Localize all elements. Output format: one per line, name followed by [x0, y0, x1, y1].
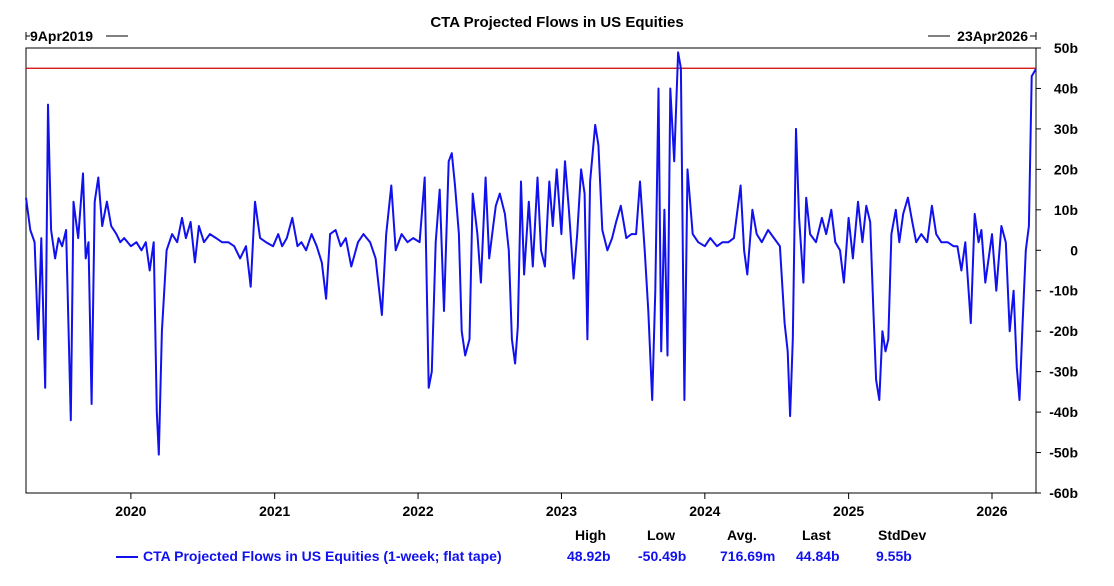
y-tick-label: -60b [1049, 485, 1078, 501]
stat-header-avg: Avg. [727, 527, 757, 543]
x-tick-label: 2023 [546, 503, 577, 519]
chart-title: CTA Projected Flows in US Equities [430, 14, 684, 31]
stat-header-stddev: StdDev [878, 527, 927, 543]
y-tick-label: -20b [1049, 323, 1078, 339]
stat-value-stddev: 9.55b [876, 548, 912, 564]
stat-value-last: 44.84b [796, 548, 840, 564]
y-tick-label: 40b [1054, 80, 1078, 96]
stat-header-low: Low [647, 527, 675, 543]
range-start-label: 9Apr2019 [30, 28, 94, 44]
x-tick-label: 2026 [976, 503, 1007, 519]
y-tick-label: 0 [1070, 242, 1078, 258]
plot-frame [25, 47, 1037, 494]
x-tick-label: 2020 [115, 503, 146, 519]
y-tick-label: 20b [1054, 161, 1078, 177]
y-tick-label: 10b [1054, 202, 1078, 218]
y-tick-label: -50b [1049, 445, 1078, 461]
stat-value-high: 48.92b [567, 548, 611, 564]
series-line [25, 51, 1037, 456]
stat-header-high: High [575, 527, 607, 543]
y-tick-label: -40b [1049, 404, 1078, 420]
legend-line-swatch [116, 556, 138, 558]
stat-header-last: Last [802, 527, 831, 543]
y-tick-label: -10b [1049, 283, 1078, 299]
x-tick-label: 2021 [259, 503, 290, 519]
legend-label: CTA Projected Flows in US Equities (1-we… [143, 548, 502, 564]
x-tick-label: 2024 [689, 503, 720, 519]
stat-value-avg: 716.69m [720, 548, 776, 564]
stat-value-low: -50.49b [638, 548, 687, 564]
y-tick-label: -30b [1049, 364, 1078, 380]
y-tick-label: 30b [1054, 121, 1078, 137]
range-end-label: 23Apr2026 [957, 28, 1028, 44]
x-tick-label: 2022 [402, 503, 433, 519]
y-tick-label: 50b [1054, 40, 1078, 56]
x-tick-label: 2025 [833, 503, 864, 519]
